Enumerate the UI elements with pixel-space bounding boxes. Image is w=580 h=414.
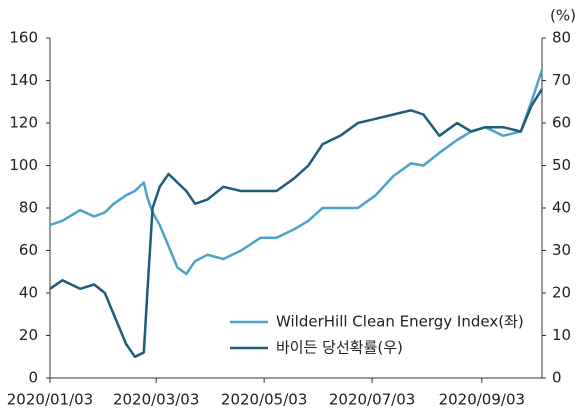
- y2-tick-label: 60: [552, 114, 571, 132]
- y-tick-label: 80: [19, 199, 38, 217]
- x-tick-label: 2020/09/03: [439, 391, 525, 409]
- y2-tick-label: 50: [552, 156, 571, 174]
- y-tick-label: 40: [19, 284, 38, 302]
- y-tick-label: 60: [19, 241, 38, 259]
- y2-unit: (%): [550, 7, 576, 25]
- y2-tick-label: 30: [552, 241, 571, 259]
- x-tick-label: 2020/01/03: [7, 391, 93, 409]
- y2-tick-label: 20: [552, 284, 571, 302]
- y-tick-label: 0: [28, 369, 38, 387]
- y-tick-label: 100: [9, 156, 38, 174]
- y-tick-label: 160: [9, 29, 38, 47]
- series-line: [49, 69, 544, 276]
- x-tick-label: 2020/05/03: [221, 391, 307, 409]
- y2-tick-label: 70: [552, 71, 571, 89]
- y2-tick-label: 10: [552, 326, 571, 344]
- y2-tick-label: 40: [552, 199, 571, 217]
- y2-tick-label: 80: [552, 29, 571, 47]
- y-tick-label: 140: [9, 71, 38, 89]
- legend-label: WilderHill Clean Energy Index(좌): [276, 313, 524, 331]
- y2-tick-label: 0: [552, 369, 562, 387]
- y-tick-label: 20: [19, 326, 38, 344]
- x-tick-label: 2020/03/03: [113, 391, 199, 409]
- x-tick-label: 2020/07/03: [329, 391, 415, 409]
- legend-label: 바이든 당선확률(우): [276, 339, 403, 357]
- y-tick-label: 120: [9, 114, 38, 132]
- series-line: [49, 88, 544, 359]
